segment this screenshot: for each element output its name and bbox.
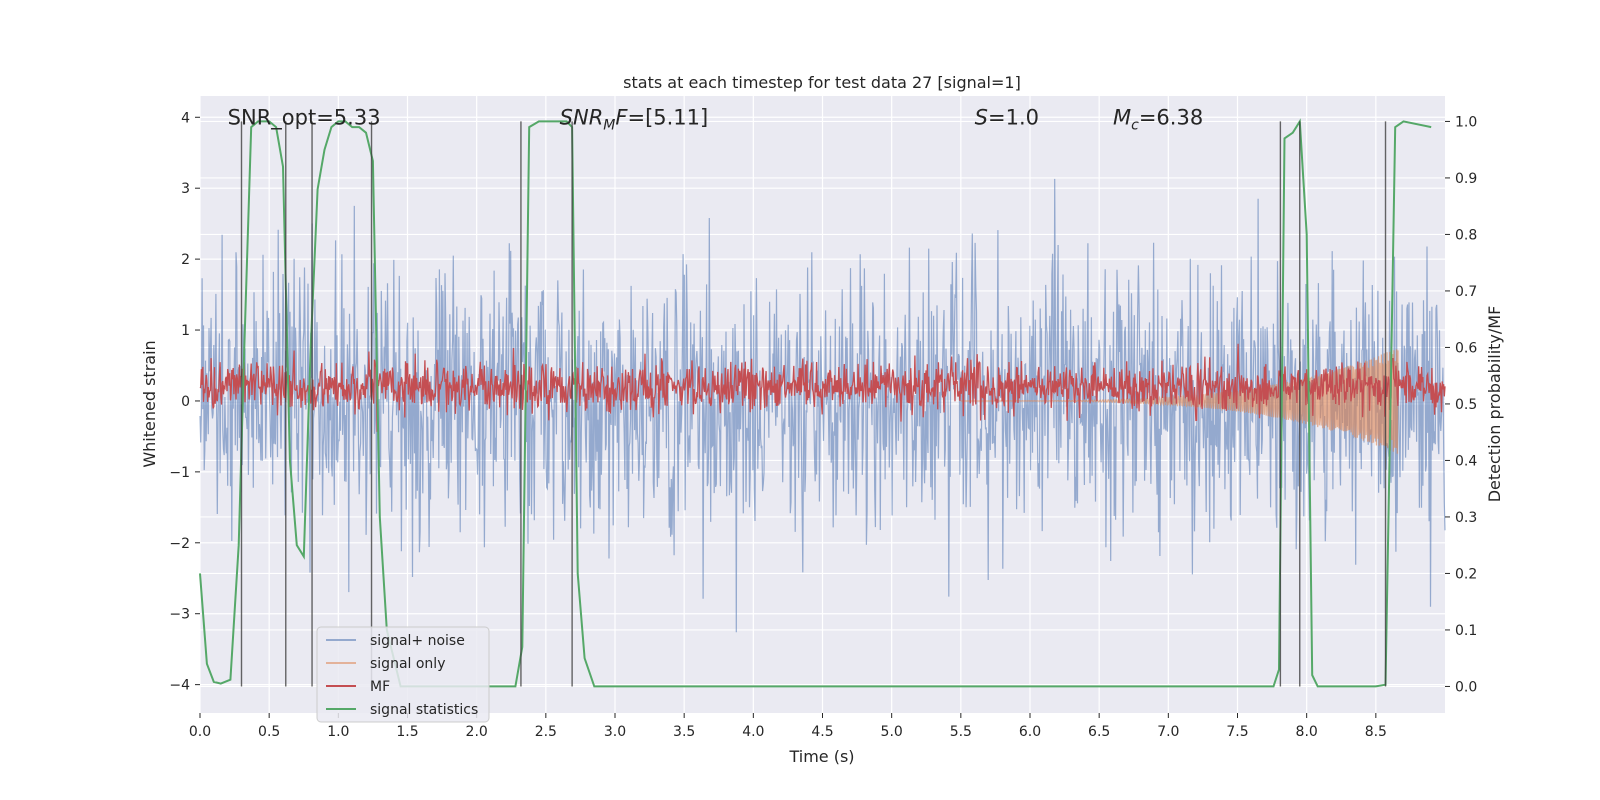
legend-box	[316, 626, 490, 723]
x-axis-label: Time (s)	[788, 747, 854, 766]
y-axis-ticks: −4 −3 −2 −1 0 1 2 3 4	[169, 110, 200, 694]
x-tick-label-17: 8.5	[1365, 724, 1387, 740]
x-tick-label-16: 8.0	[1296, 724, 1318, 740]
y-right-tick-label-6: 0.6	[1455, 340, 1477, 356]
y-tick-label-8: 4	[181, 110, 190, 126]
x-tick-label-15: 7.5	[1226, 724, 1248, 740]
y-tick-label-7: 3	[181, 181, 190, 197]
y-right-tick-label-0: 0.0	[1455, 679, 1477, 695]
series-signal-only	[960, 349, 1399, 454]
vertical-lines	[240, 121, 1387, 687]
x-tick-label-4: 2.0	[466, 724, 488, 740]
y-right-tick-label-5: 0.5	[1455, 397, 1477, 413]
x-tick-label-5: 2.5	[535, 724, 557, 740]
x-tick-label-14: 7.0	[1157, 724, 1179, 740]
x-tick-label-13: 6.5	[1088, 724, 1110, 740]
series-layer	[199, 118, 1446, 688]
legend-label-signal-statistics: signal statistics	[370, 702, 478, 718]
y-tick-label-0: −4	[169, 678, 190, 694]
y-right-tick-label-8: 0.8	[1455, 227, 1477, 243]
y-tick-label-3: −1	[169, 465, 190, 481]
x-tick-label-11: 5.5	[950, 724, 972, 740]
series-signal-statistics	[199, 118, 1432, 688]
x-tick-label-2: 1.0	[327, 724, 349, 740]
x-tick-label-12: 6.0	[1019, 724, 1041, 740]
y-tick-label-6: 2	[181, 252, 190, 268]
x-axis-ticks: 0.0 0.5 1.0 1.5 2.0 2.5 3.0 3.5 4.0 4.5 5.0 5.5 6.0 6…	[189, 713, 1387, 740]
y-tick-label-2: −2	[169, 536, 190, 552]
y-axis-label: Whitened strain	[140, 340, 159, 467]
y-right-tick-label-1: 0.1	[1455, 623, 1477, 639]
y-tick-label-5: 1	[181, 323, 190, 339]
x-tick-label-0: 0.0	[189, 724, 211, 740]
y-right-tick-label-2: 0.2	[1455, 566, 1477, 582]
x-tick-label-9: 4.5	[811, 724, 833, 740]
x-tick-label-1: 0.5	[258, 724, 280, 740]
x-tick-label-3: 1.5	[396, 724, 418, 740]
annotation-3: Mc=6.38	[1113, 105, 1203, 133]
y-tick-label-4: 0	[181, 394, 190, 410]
x-tick-label-7: 3.5	[673, 724, 695, 740]
y-right-tick-label-10: 1.0	[1455, 114, 1477, 130]
legend: signal+ noise signal only MF signal stat…	[316, 626, 490, 723]
annotation-2: S=1.0	[975, 105, 1039, 129]
annotation-0: SNR_opt=5.33	[228, 105, 381, 130]
legend-label-mf: MF	[370, 679, 390, 695]
x-tick-label-8: 4.0	[742, 724, 764, 740]
series-mf	[199, 343, 1446, 432]
y-right-tick-label-4: 0.4	[1455, 453, 1477, 469]
annotation-1: SNRMF=[5.11]	[560, 105, 709, 133]
chart-title: stats at each timestep for test data 27 …	[623, 73, 1021, 92]
x-tick-label-10: 5.0	[881, 724, 903, 740]
y-right-tick-label-3: 0.3	[1455, 510, 1477, 526]
x-tick-label-6: 3.0	[604, 724, 626, 740]
y-right-axis-ticks: 0.0 0.1 0.2 0.3 0.4 0.5 0.6 0.7 0.8 0.9 1.0	[1445, 114, 1477, 695]
y-right-tick-label-9: 0.9	[1455, 171, 1477, 187]
legend-label-signal-only: signal only	[370, 656, 445, 672]
y-tick-label-1: −3	[169, 607, 190, 623]
y-right-tick-label-7: 0.7	[1455, 284, 1477, 300]
annotations: SNR_opt=5.33 SNRMF=[5.11] S=1.0 Mc=6.38	[228, 105, 1204, 133]
legend-label-signal-noise: signal+ noise	[370, 633, 465, 649]
y-right-axis-label: Detection probability/MF	[1485, 306, 1504, 503]
